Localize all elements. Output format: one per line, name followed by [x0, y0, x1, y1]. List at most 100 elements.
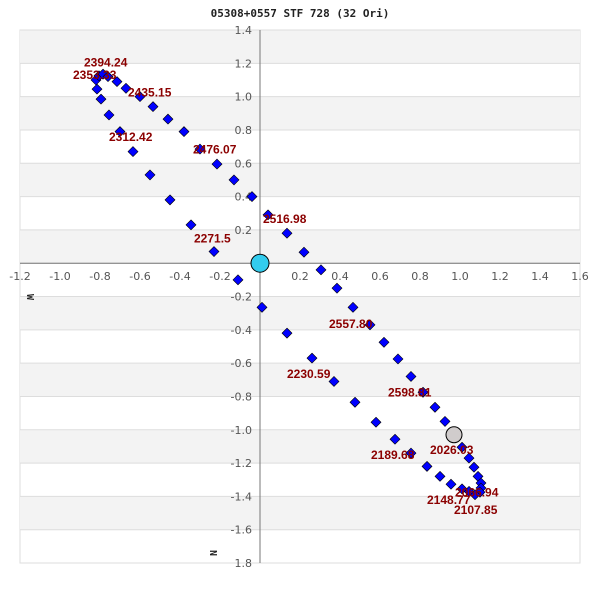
y-tick-label: 1.0: [235, 91, 253, 104]
y-tick-label: -0.6: [231, 357, 252, 370]
data-point: [246, 191, 258, 202]
chart-title: 05308+0557 STF 728 (32 Ori): [211, 7, 390, 20]
grid-band: [20, 496, 580, 530]
data-point: [194, 143, 206, 155]
west-label: W: [24, 294, 35, 301]
grid-band: [20, 163, 580, 197]
date-label: 2353.33: [73, 68, 117, 82]
date-label: 2066.94: [455, 485, 499, 499]
y-tick-label: -1.2: [231, 457, 252, 470]
data-point: [405, 447, 417, 459]
date-label: 2312.42: [109, 130, 153, 144]
north-label: N: [207, 550, 218, 556]
y-tick-label: 0.6: [235, 157, 253, 170]
data-point: [185, 219, 197, 231]
data-point: [208, 246, 220, 257]
current-position-marker: [445, 426, 463, 444]
y-tick-label: 1.8: [235, 557, 253, 570]
data-point: [474, 486, 486, 498]
y-tick-label: -0.4: [231, 324, 252, 337]
x-tick-label: -0.4: [169, 270, 190, 283]
y-tick-label: -0.2: [231, 291, 252, 304]
x-tick-label: -0.8: [89, 270, 110, 283]
data-point: [417, 386, 429, 398]
data-point: [434, 470, 446, 482]
data-point: [91, 83, 103, 95]
data-point: [392, 353, 404, 365]
data-point: [298, 246, 310, 258]
y-tick-label: -0.8: [231, 390, 252, 403]
data-point: [127, 146, 139, 158]
x-tick-label: 1.6: [571, 270, 589, 283]
date-label: 2476.07: [193, 142, 237, 156]
data-point: [306, 352, 318, 364]
data-point: [95, 93, 107, 105]
x-tick-label: 1.2: [491, 270, 509, 283]
data-point: [468, 461, 480, 473]
data-point: [144, 169, 156, 181]
data-point: [463, 452, 475, 464]
date-label: 2394.24: [84, 56, 128, 70]
y-tick-label: 0.2: [235, 224, 253, 237]
data-point: [328, 376, 340, 387]
data-point: [162, 113, 174, 125]
y-tick-label: 1.2: [235, 57, 253, 70]
data-point: [103, 109, 115, 121]
grid-band: [20, 296, 580, 330]
x-tick-label: -1.2: [9, 270, 30, 283]
data-point: [421, 460, 433, 472]
grid-band: [20, 30, 580, 64]
data-point: [120, 82, 132, 94]
data-point: [370, 416, 382, 428]
data-point: [111, 76, 123, 88]
data-point: [405, 371, 417, 382]
y-tick-label: 0.8: [235, 124, 253, 137]
date-label: 2189.68: [371, 448, 415, 462]
date-label: 2598.81: [388, 385, 432, 399]
data-point: [315, 264, 327, 276]
primary-star: [250, 253, 270, 273]
data-point: [281, 227, 293, 239]
date-label: 2148.77: [427, 493, 471, 507]
grid-band: [20, 96, 580, 130]
data-point: [228, 174, 240, 186]
y-tick-label: -1.4: [231, 490, 252, 503]
data-point: [331, 282, 343, 294]
y-tick-label: 0.4: [235, 191, 253, 204]
data-point: [164, 194, 176, 206]
date-label: 2271.5: [194, 231, 231, 245]
y-tick-label: -1.6: [231, 524, 252, 537]
data-point: [178, 126, 190, 138]
data-point: [114, 126, 126, 138]
x-tick-label: -0.2: [209, 270, 230, 283]
data-point: [439, 415, 451, 427]
x-tick-label: 0.4: [331, 270, 349, 283]
data-point: [389, 433, 401, 445]
x-tick-label: 0.6: [371, 270, 389, 283]
x-tick-label: 0.2: [291, 270, 309, 283]
grid-band: [20, 363, 580, 397]
data-point: [97, 68, 109, 80]
grid-band: [20, 229, 580, 264]
date-label: 2516.98: [263, 212, 307, 226]
date-label: 2230.59: [287, 367, 331, 381]
y-tick-label: -1.0: [231, 424, 252, 437]
data-point: [456, 483, 468, 495]
data-point: [262, 209, 274, 221]
data-point: [147, 101, 159, 113]
data-point: [364, 319, 376, 331]
data-point: [256, 301, 268, 313]
x-tick-label: 1.4: [531, 270, 549, 283]
data-point: [378, 336, 390, 348]
data-point: [429, 401, 441, 413]
date-label: 2026.03: [430, 443, 474, 457]
data-point: [102, 71, 114, 83]
data-point: [445, 478, 457, 490]
data-point: [456, 441, 468, 453]
data-point: [349, 396, 361, 408]
date-label: 2557.80: [329, 317, 373, 331]
x-tick-label: 0.8: [411, 270, 429, 283]
y-tick-label: 1.4: [235, 24, 253, 37]
data-point: [134, 91, 146, 103]
